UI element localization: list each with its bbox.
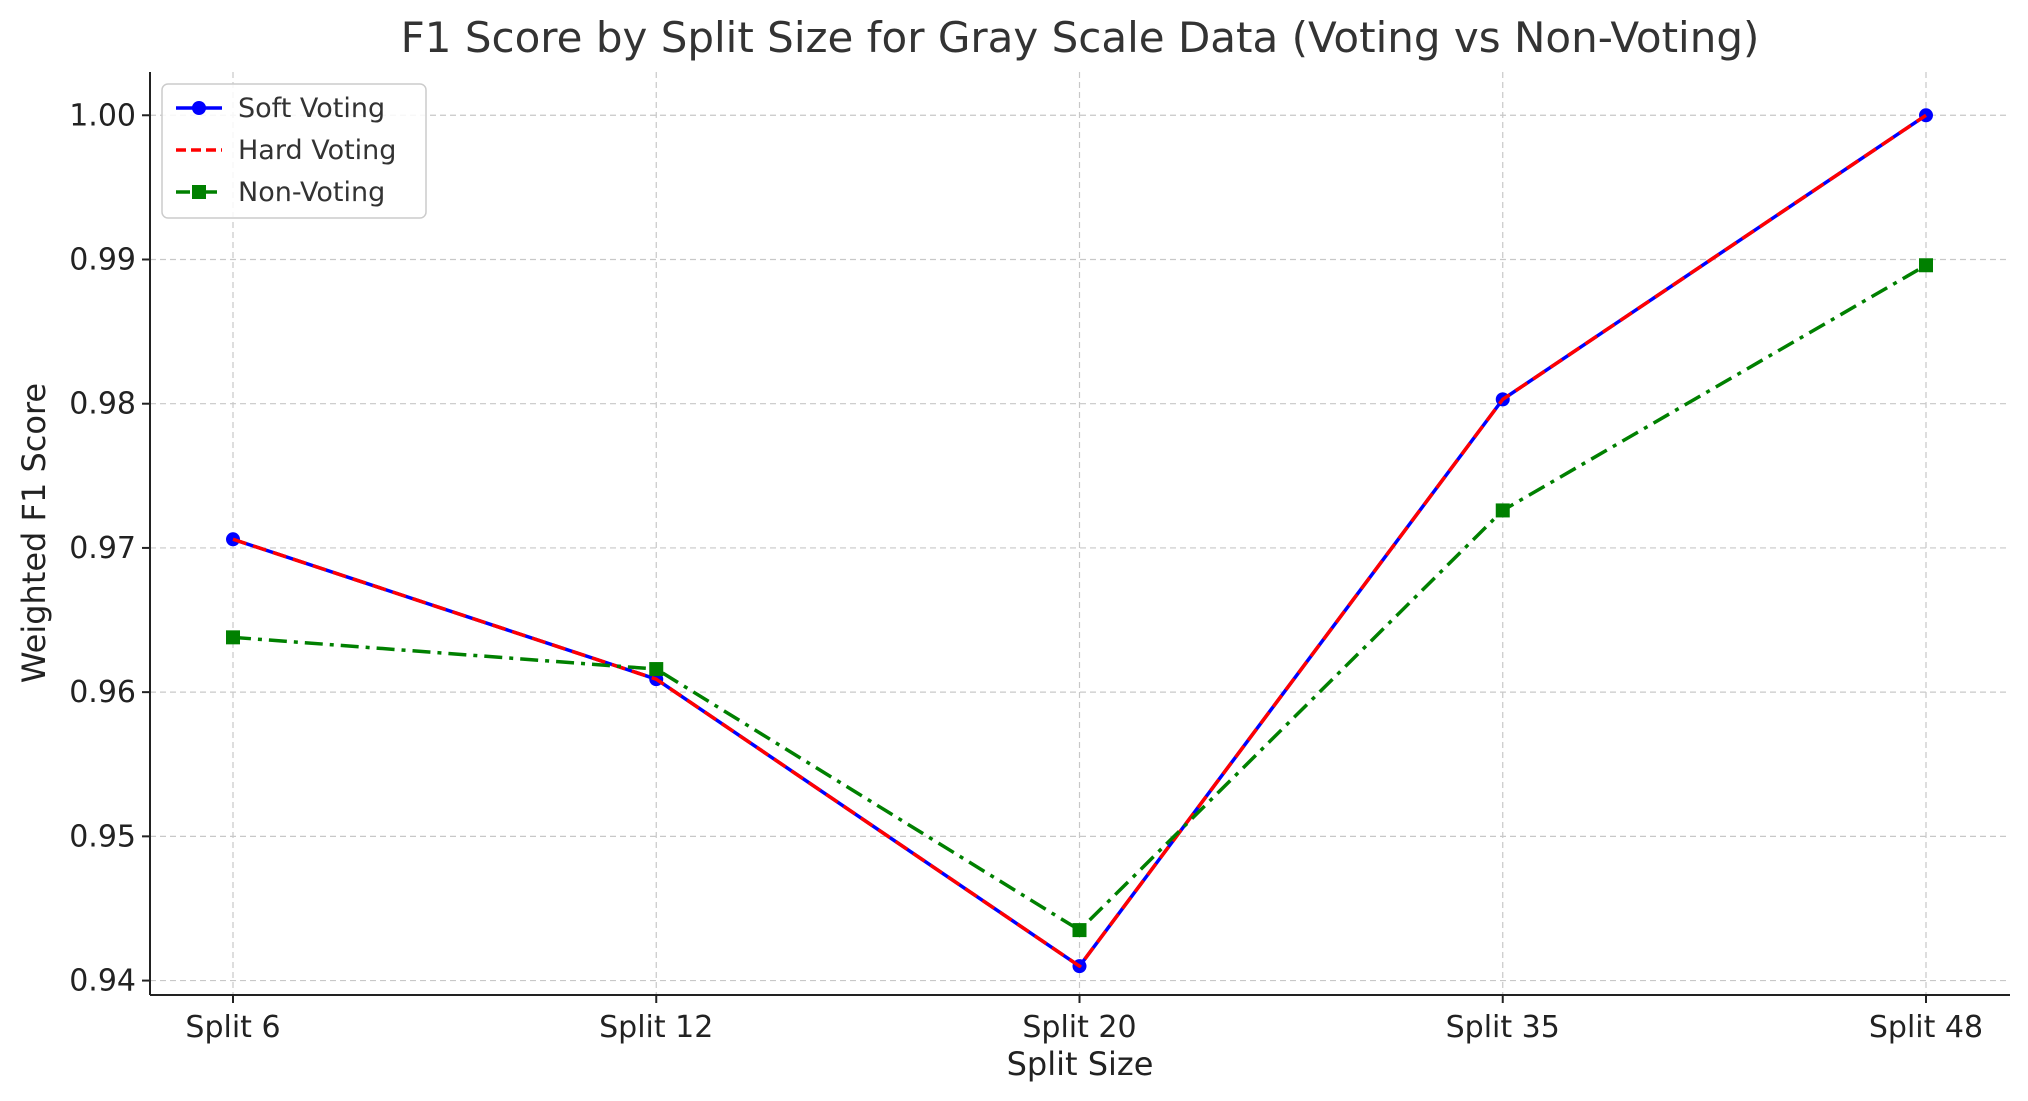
y-tick-label: 0.99 <box>69 242 136 277</box>
series-lines <box>226 108 1933 974</box>
axes: 0.94 0.95 0.96 0.97 0.98 0.99 1.00 Split 6 Split… <box>69 72 2010 1045</box>
chart-title: F1 Score by Split Size for Gray Scale Da… <box>401 13 1760 62</box>
data-point <box>1072 923 1087 938</box>
gridlines <box>150 72 2010 995</box>
x-tick-label: Split 48 <box>1869 1010 1983 1045</box>
x-axis-label: Split Size <box>1007 1045 1154 1083</box>
y-tick-label: 0.96 <box>69 675 136 710</box>
y-tick-label: 0.97 <box>69 531 136 566</box>
x-tick-label: Split 20 <box>1022 1010 1136 1045</box>
legend-label: Hard Voting <box>238 135 396 166</box>
y-tick-label: 0.95 <box>69 819 136 854</box>
y-tick-label: 0.94 <box>69 964 136 999</box>
legend-marker <box>192 101 206 115</box>
series-line <box>232 113 1927 968</box>
legend-box <box>161 83 427 219</box>
y-tick-label: 1.00 <box>69 98 136 133</box>
legend: Soft Voting Hard Voting Non-Voting <box>161 83 427 219</box>
legend-label: Non-Voting <box>238 177 385 208</box>
legend-marker <box>192 185 206 199</box>
data-point <box>226 630 240 645</box>
legend-label: Soft Voting <box>238 93 385 124</box>
x-tick-label: Split 6 <box>185 1010 280 1045</box>
y-tick-label: 0.98 <box>69 387 136 422</box>
data-point <box>649 662 664 677</box>
x-tick-label: Split 12 <box>599 1010 713 1045</box>
data-point <box>1919 258 1933 273</box>
data-point <box>1495 503 1510 518</box>
y-axis-label: Weighted F1 Score <box>15 383 53 683</box>
x-tick-label: Split 35 <box>1446 1010 1560 1045</box>
